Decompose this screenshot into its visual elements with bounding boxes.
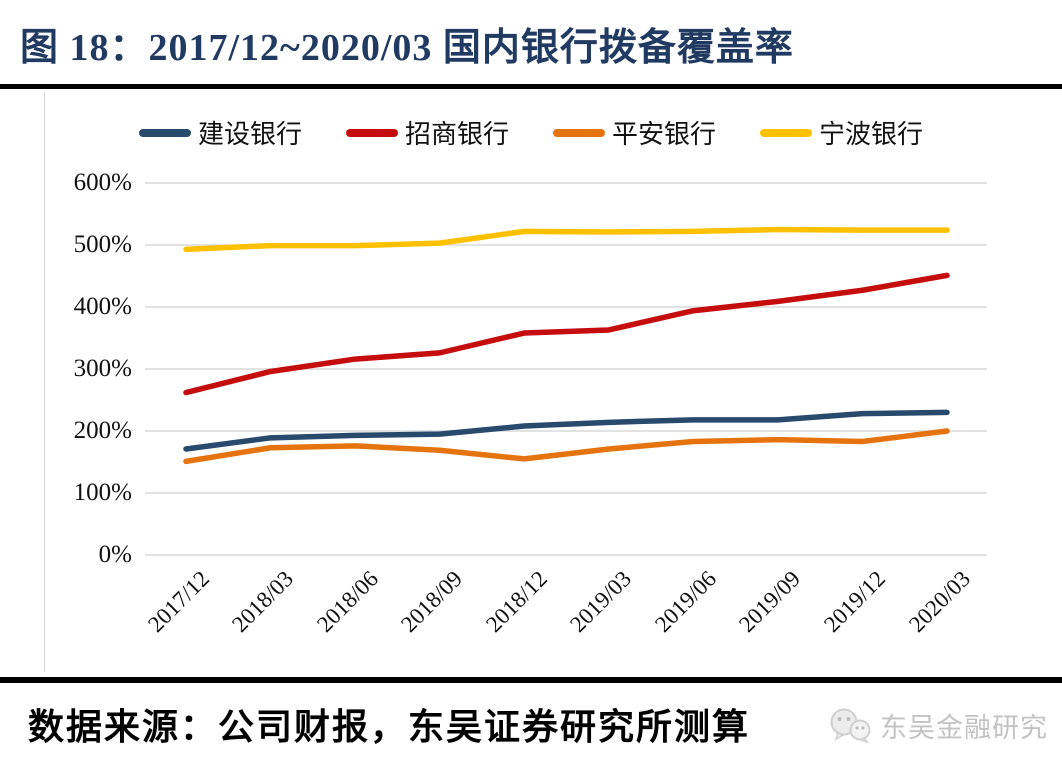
- y-axis-tick-label: 300%: [73, 355, 132, 382]
- line-chart-svg: [145, 182, 987, 556]
- legend-item-4: 宁波银行: [760, 114, 923, 151]
- watermark: 东吴金融研究: [828, 706, 1048, 745]
- x-axis-tick: 2020/03: [737, 566, 975, 637]
- series-line-宁波银行: [183, 226, 950, 253]
- legend-line-swatch: [760, 128, 813, 137]
- y-axis-tick-label: 100%: [73, 479, 132, 506]
- y-axis-tick-label: 500%: [73, 231, 132, 258]
- y-axis-tick-label: 0%: [98, 541, 132, 568]
- series-line-建设银行: [183, 409, 950, 452]
- chart-legend: 建设银行 招商银行 平安银行 宁波银行: [0, 114, 1062, 151]
- legend-item-1: 建设银行: [138, 114, 302, 151]
- legend-item-3: 平安银行: [553, 114, 716, 151]
- top-separator: [0, 84, 1062, 89]
- legend-item-2: 招商银行: [345, 114, 509, 151]
- data-source-note: 数据来源：公司财报，东吴证券研究所测算: [28, 707, 751, 747]
- y-axis-tick-label: 600%: [73, 169, 132, 196]
- panel-left-border: [44, 92, 45, 672]
- figure-title: 图 18：2017/12~2020/03 国内银行拨备覆盖率: [20, 27, 794, 69]
- series-line-招商银行: [183, 272, 950, 396]
- watermark-label: 东吴金融研究: [880, 713, 1048, 743]
- legend-label: 建设银行: [197, 119, 302, 149]
- chart-panel: 建设银行 招商银行 平安银行 宁波银行 0% 100% 200% 300% 400% 500% 6…: [0, 92, 1062, 677]
- legend-line-swatch: [345, 128, 398, 137]
- wechat-bubbles-icon: [830, 708, 871, 743]
- legend-line-swatch: [138, 128, 191, 137]
- y-axis-tick-label: 400%: [73, 293, 132, 320]
- y-axis-tick-label: 200%: [73, 417, 132, 444]
- legend-label: 宁波银行: [819, 119, 924, 149]
- legend-label: 招商银行: [404, 119, 509, 149]
- legend-line-swatch: [553, 128, 605, 137]
- legend-label: 平安银行: [612, 119, 717, 149]
- bottom-separator: [0, 677, 1062, 683]
- series-line-平安银行: [183, 428, 950, 465]
